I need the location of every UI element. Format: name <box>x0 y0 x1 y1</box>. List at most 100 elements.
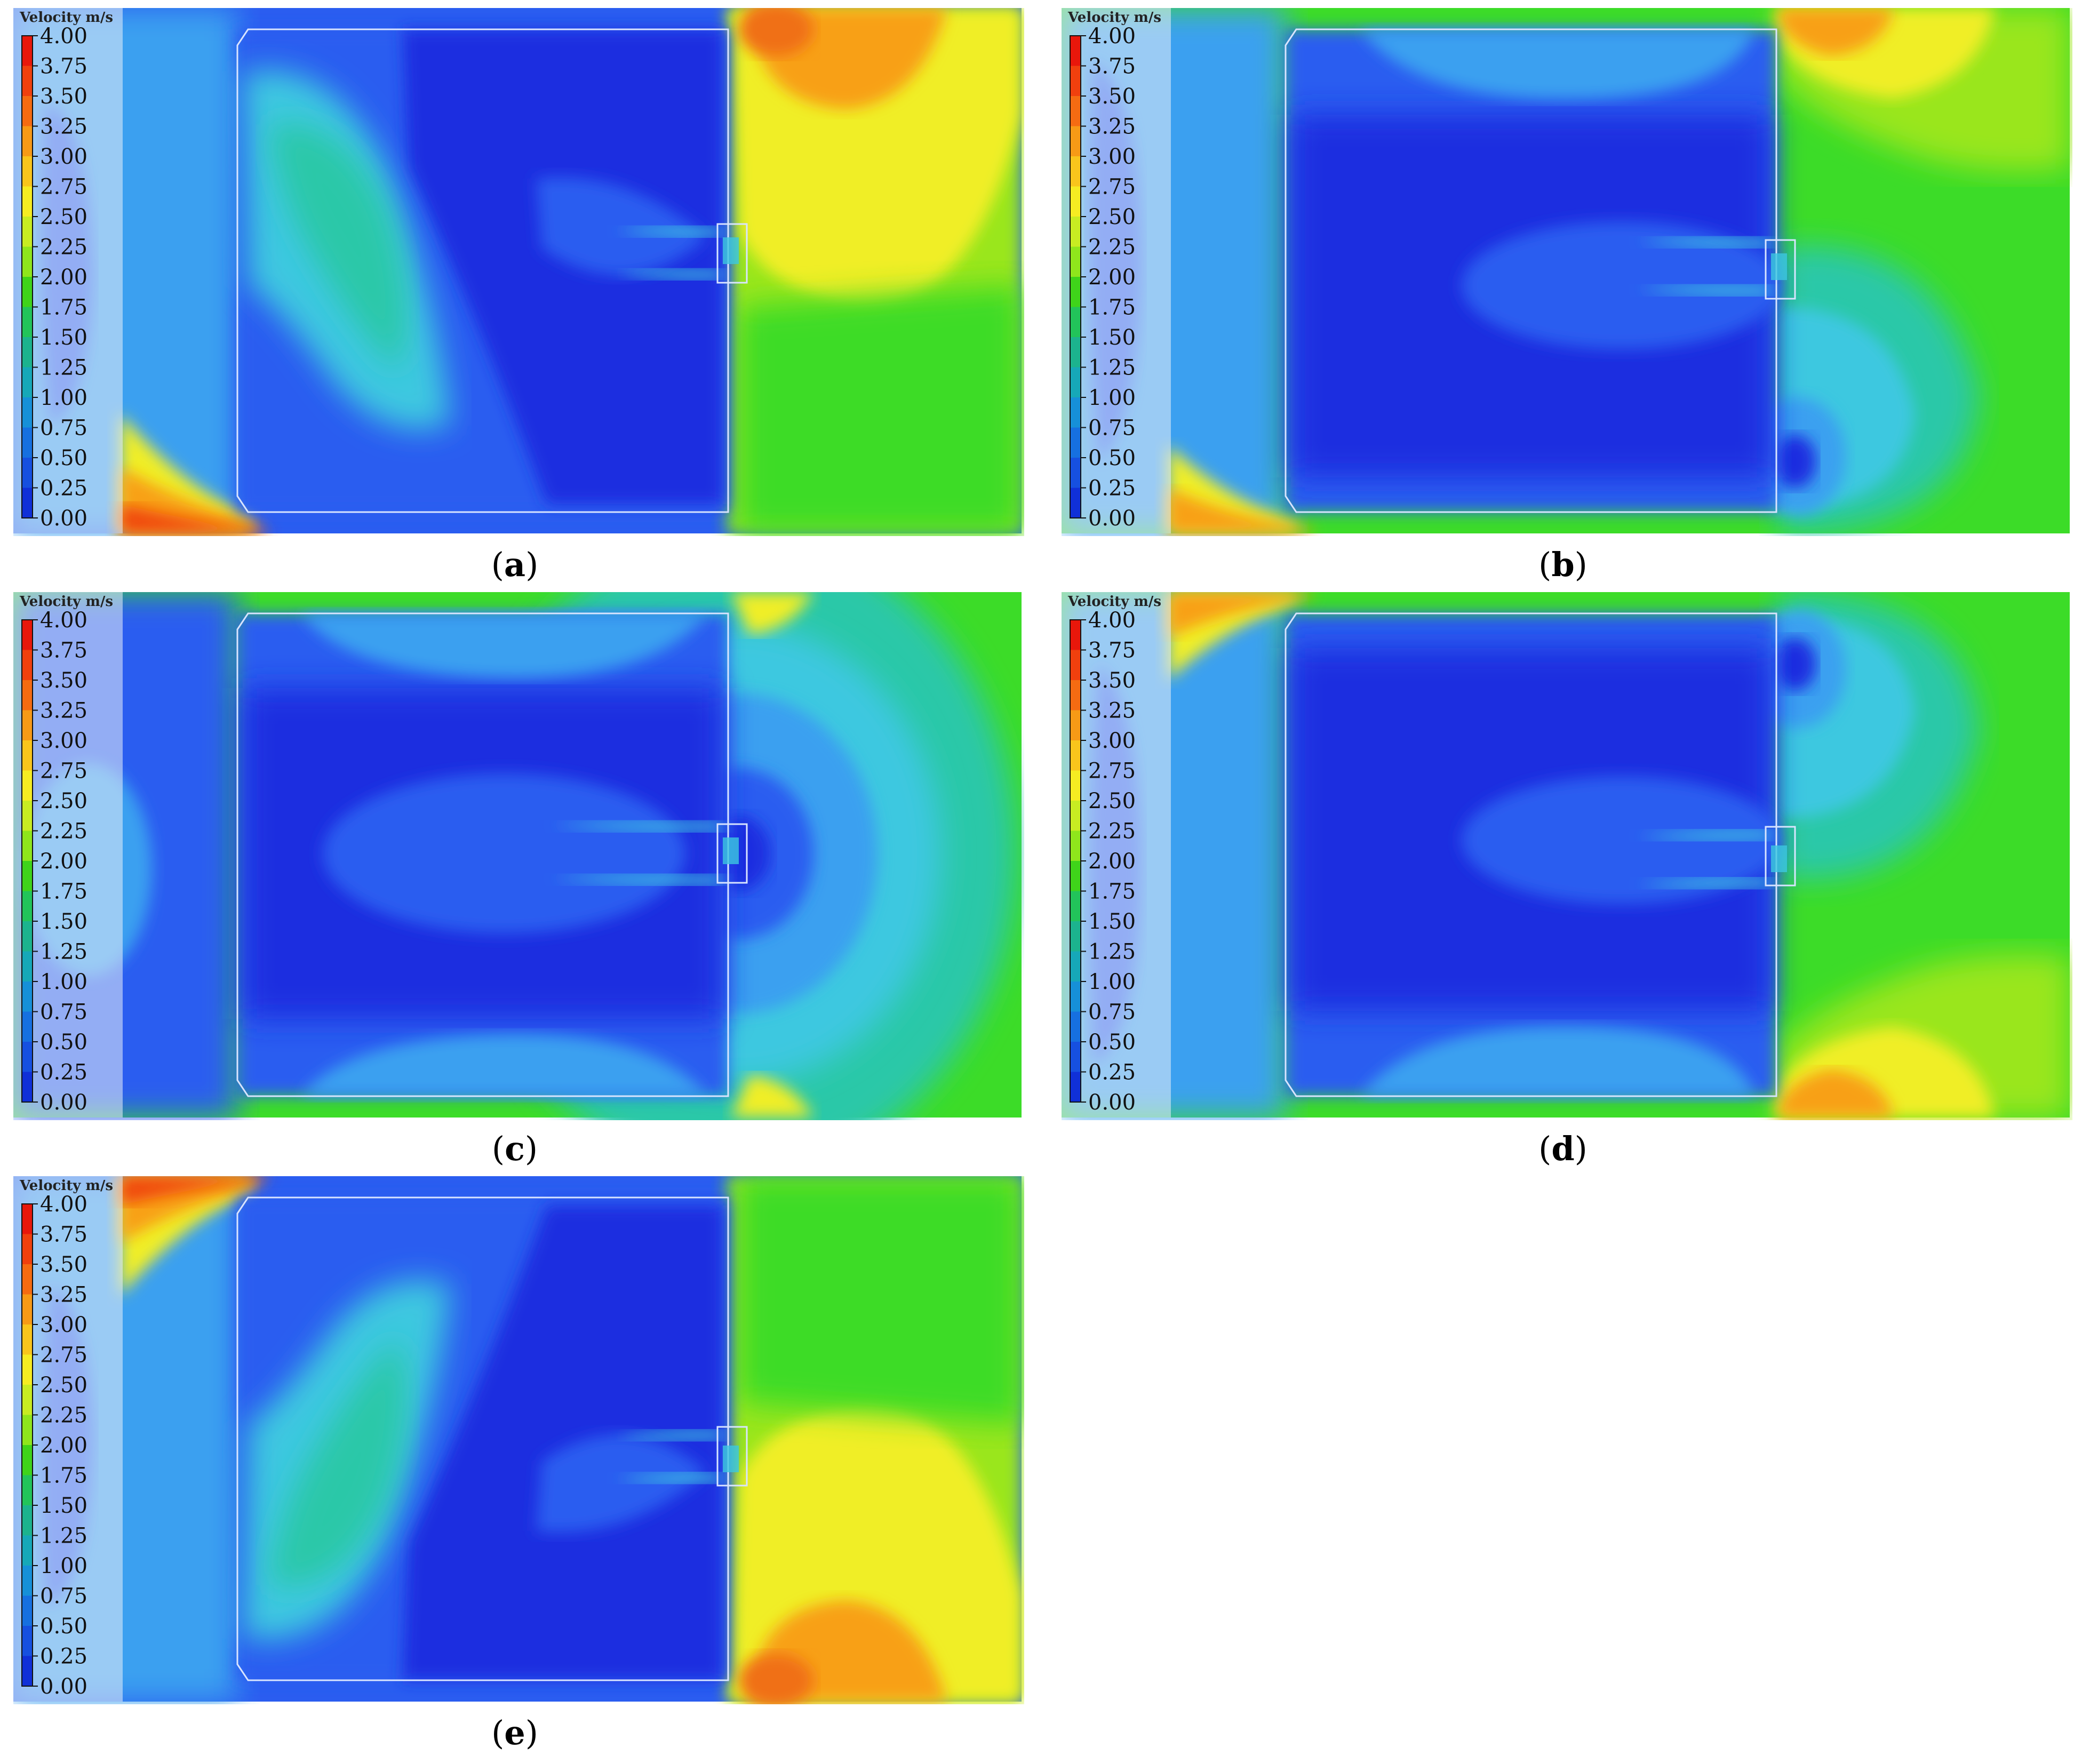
legend-tick-label: 3.25 <box>40 115 87 139</box>
legend-swatch <box>22 1204 33 1234</box>
legend-tick-label: 0.50 <box>1088 446 1136 470</box>
legend-tick-label: 3.75 <box>1088 638 1136 663</box>
legend-tick-label: 4.00 <box>1088 24 1136 49</box>
fan-housing <box>716 223 748 284</box>
green-zone <box>739 1176 1022 1424</box>
velocity-legend: Velocity m/s4.00 3.75 3.50 3.25 3.00 2.75 2.50… <box>13 8 123 533</box>
legend-swatch <box>1070 770 1081 801</box>
panel-b: Velocity m/s4.00 3.75 3.50 3.25 3.00 2.75 2.50… <box>1062 8 2070 534</box>
legend-tick-label: 2.25 <box>40 819 87 844</box>
room-outline <box>236 28 729 513</box>
legend-tick-label: 0.75 <box>1088 416 1136 441</box>
legend-tick-label: 0.75 <box>40 1000 87 1025</box>
legend-tick-label: 0.00 <box>1088 506 1136 531</box>
legend-title: Velocity m/s <box>19 594 113 610</box>
legend-tick-label: 2.00 <box>40 265 87 290</box>
legend-swatch <box>22 1566 33 1596</box>
low-velocity-core <box>403 29 723 504</box>
jet-stream <box>1638 285 1771 296</box>
caption-d: (d) <box>1538 1129 1588 1168</box>
inlet-jet-core <box>1168 592 1312 637</box>
legend-tick-label: 1.50 <box>1088 909 1136 934</box>
legend-swatch <box>22 740 33 771</box>
legend-tick-label: 3.75 <box>40 54 87 79</box>
legend-swatch <box>22 891 33 921</box>
velocity-legend: Velocity m/s4.00 3.75 3.50 3.25 3.00 2.75 2.50… <box>1062 592 1171 1118</box>
legend-tick-label: 3.75 <box>40 1223 87 1247</box>
jet-stream <box>1638 878 1771 889</box>
legend-tick-label: 1.00 <box>1088 970 1136 994</box>
legend-swatch <box>1070 680 1081 711</box>
legend-swatch <box>22 337 33 368</box>
legend-swatch <box>1070 96 1081 126</box>
legend-tick-label: 1.25 <box>40 1524 87 1549</box>
upper-band <box>301 613 707 678</box>
legend-tick-label: 3.00 <box>40 145 87 169</box>
legend-tick-label: 1.50 <box>40 909 87 934</box>
legend-title: Velocity m/s <box>19 1178 113 1194</box>
jet-wake <box>536 1434 707 1532</box>
legend-tick-label: 2.75 <box>40 1343 87 1368</box>
legend-swatch <box>22 217 33 247</box>
legend-swatch <box>22 36 33 66</box>
legend-tick-label: 3.00 <box>1088 145 1136 169</box>
legend-bar-frame <box>21 1203 33 1687</box>
velocity-legend: Velocity m/s4.00 3.75 3.50 3.25 3.00 2.75 2.50… <box>13 1176 123 1702</box>
legend-swatch <box>22 1505 33 1536</box>
legend-swatch <box>22 1324 33 1355</box>
legend-tick-label: 2.00 <box>40 1433 87 1458</box>
jet-stream <box>552 874 723 885</box>
legend-tick-label: 2.75 <box>40 175 87 199</box>
legend-swatch <box>22 156 33 187</box>
legend-swatch <box>22 1535 33 1566</box>
legend-tick-label: 3.75 <box>40 638 87 663</box>
legend-swatch <box>22 921 33 952</box>
legend-swatch <box>22 1385 33 1415</box>
lower-corner-jet <box>731 1075 813 1118</box>
fan-housing <box>716 823 748 884</box>
panel-a: Velocity m/s4.00 3.75 3.50 3.25 3.00 2.75 2.50… <box>13 8 1022 533</box>
legend-tick-label: 1.00 <box>40 1554 87 1578</box>
caption-b: (b) <box>1538 545 1588 584</box>
panel-c: Velocity m/s4.00 3.75 3.50 3.25 3.00 2.75 2.50… <box>13 592 1022 1120</box>
legend-swatch <box>1070 831 1081 861</box>
inlet-jet-peak <box>120 504 269 533</box>
fan-unit <box>1765 239 1796 300</box>
legend-swatch <box>22 367 33 397</box>
legend-swatch <box>22 680 33 711</box>
legend-tick-label: 1.00 <box>40 970 87 994</box>
fan-housing <box>1765 826 1796 887</box>
legend-swatch <box>22 66 33 96</box>
green-zone <box>739 285 1022 533</box>
legend-tick-label: 1.50 <box>40 1494 87 1518</box>
legend-tick-label: 2.50 <box>40 1373 87 1398</box>
legend-tick-label: 0.00 <box>40 1674 87 1699</box>
legend-swatch <box>1070 891 1081 921</box>
legend-bar-frame <box>21 35 33 518</box>
legend-tick-label: 0.25 <box>1088 1060 1136 1085</box>
recirculation-core <box>269 124 406 371</box>
legend-swatch <box>1070 367 1081 397</box>
legend-swatch <box>1070 246 1081 277</box>
legend-swatch <box>22 1656 33 1686</box>
legend-swatch <box>22 427 33 458</box>
legend-tick-label: 1.50 <box>1088 325 1136 350</box>
legend-tick-label: 2.75 <box>1088 759 1136 784</box>
legend-swatch <box>1070 186 1081 217</box>
legend-tick-label: 4.00 <box>40 24 87 49</box>
legend-swatch <box>22 861 33 891</box>
legend-tick-label: 4.00 <box>40 608 87 633</box>
fan-outlet <box>1771 845 1787 872</box>
legend-tick-label: 2.00 <box>1088 265 1136 290</box>
legend-tick-label: 1.00 <box>1088 386 1136 410</box>
legend-swatch <box>1070 921 1081 952</box>
legend-tick-label: 3.25 <box>40 1283 87 1307</box>
legend-swatch <box>22 126 33 156</box>
legend-swatch <box>1070 277 1081 307</box>
legend-tick-label: 1.75 <box>40 1464 87 1488</box>
legend-tick-label: 3.50 <box>40 84 87 109</box>
fan-unit <box>1765 826 1796 887</box>
legend-swatch <box>22 1294 33 1324</box>
jet-stream <box>616 1430 723 1441</box>
upper-jet-core <box>1779 8 1894 56</box>
